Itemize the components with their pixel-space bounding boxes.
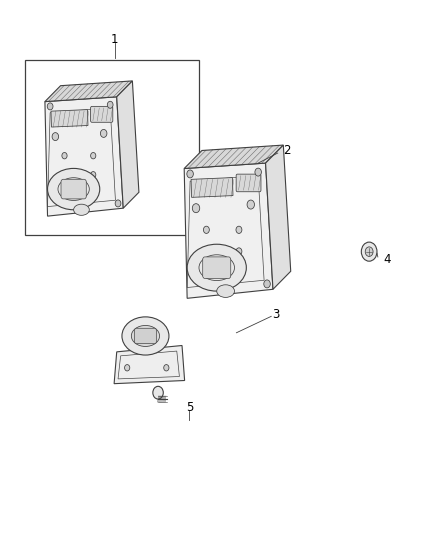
Polygon shape [114,345,185,384]
Polygon shape [184,145,283,168]
Ellipse shape [217,285,234,297]
Text: 2: 2 [283,144,290,157]
Polygon shape [117,81,139,208]
Circle shape [247,200,254,209]
Ellipse shape [74,204,89,215]
Circle shape [164,365,169,371]
Circle shape [91,152,96,159]
Circle shape [62,152,67,159]
Circle shape [203,248,209,255]
Circle shape [255,168,261,176]
Circle shape [100,130,107,138]
Circle shape [124,365,130,371]
Circle shape [62,172,67,178]
Ellipse shape [131,326,159,346]
FancyBboxPatch shape [203,257,231,278]
Polygon shape [265,145,291,289]
Polygon shape [184,163,273,298]
Circle shape [107,101,113,108]
FancyBboxPatch shape [134,328,156,344]
Circle shape [52,133,59,141]
Circle shape [187,170,193,178]
Circle shape [236,248,242,255]
Circle shape [365,247,373,256]
Circle shape [153,386,163,399]
Ellipse shape [187,244,246,291]
Circle shape [236,226,242,233]
Text: 5: 5 [186,401,193,414]
Text: 4: 4 [384,253,391,265]
Ellipse shape [47,168,100,210]
Bar [191,177,233,197]
Ellipse shape [122,317,169,355]
Text: 3: 3 [272,308,279,321]
Circle shape [115,200,121,207]
Text: 1: 1 [111,33,118,46]
Circle shape [264,280,270,288]
FancyBboxPatch shape [91,107,113,122]
Polygon shape [45,81,132,102]
FancyBboxPatch shape [236,174,261,192]
Polygon shape [45,97,123,216]
Circle shape [47,103,53,110]
Circle shape [203,226,209,233]
Bar [51,110,88,127]
Circle shape [361,242,377,261]
Circle shape [91,172,96,178]
FancyBboxPatch shape [61,179,86,199]
Circle shape [192,204,200,213]
Bar [25,60,199,235]
